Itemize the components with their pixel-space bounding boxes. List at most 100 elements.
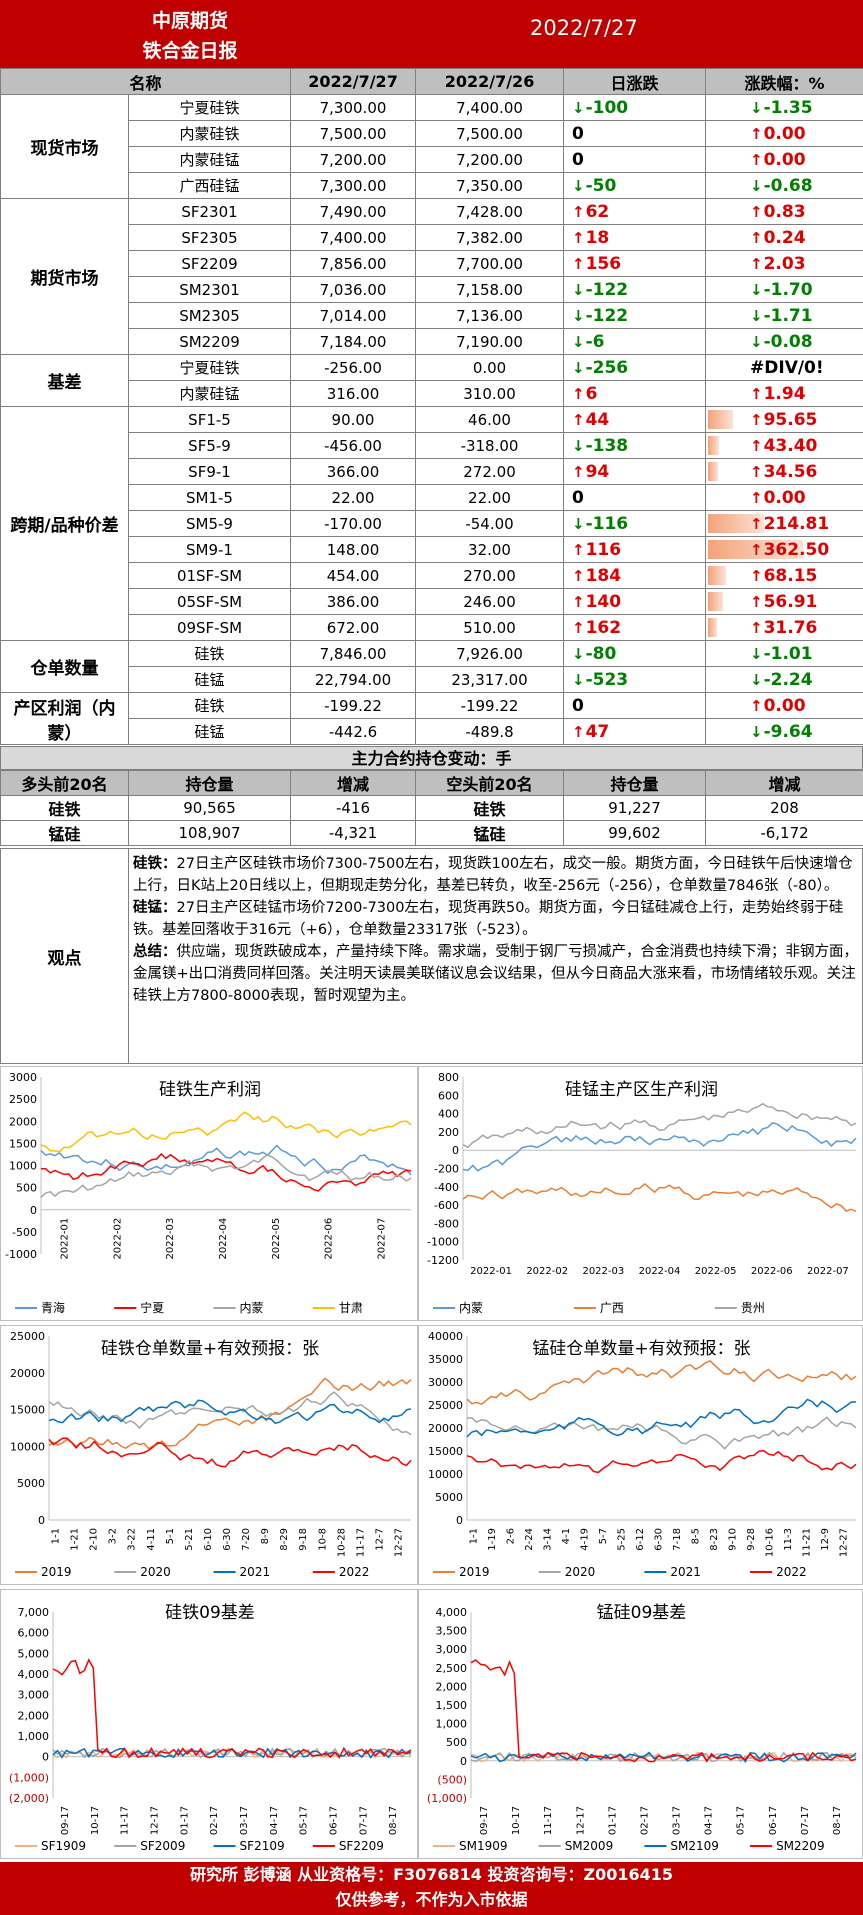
x-tick-label: 05-17 xyxy=(736,1806,747,1835)
arrow-down-icon: ↓ xyxy=(750,332,763,351)
item-name: 内蒙硅锰 xyxy=(127,146,292,173)
current-value: 366.00 xyxy=(290,458,417,485)
data-bar xyxy=(708,540,804,559)
daily-change: ↑62 xyxy=(563,198,707,225)
x-tick-label: 8-29 xyxy=(279,1528,290,1551)
previous-value: -199.22 xyxy=(415,692,565,719)
x-tick-label: 2022-03 xyxy=(582,1266,624,1277)
change-percent: ↑31.76 xyxy=(705,614,863,641)
item-name: 内蒙硅锰 xyxy=(127,380,292,407)
previous-value: 272.00 xyxy=(415,458,565,485)
header-cell: 日涨跌 xyxy=(563,68,707,95)
table-row: SF9-1 366.00 272.00 ↑94 ↑34.56 xyxy=(1,458,863,485)
series-line xyxy=(48,1377,412,1450)
x-tick-label: 02-17 xyxy=(639,1806,650,1835)
y-tick-label: (1,000) xyxy=(427,1792,467,1805)
item-name: 内蒙硅铁 xyxy=(127,120,292,147)
y-tick-label: 6,000 xyxy=(18,1627,50,1640)
previous-value: 32.00 xyxy=(415,536,565,563)
x-tick-label: 06-17 xyxy=(328,1806,339,1835)
current-value: 90.00 xyxy=(290,406,417,433)
change-value: 116 xyxy=(585,539,622,560)
previous-value: 0.00 xyxy=(415,354,565,381)
change-percent: ↓-0.68 xyxy=(705,172,863,199)
series-line xyxy=(41,1152,412,1192)
previous-value: 7,500.00 xyxy=(415,120,565,147)
item-name: 09SF-SM xyxy=(127,614,292,641)
arrow-up-icon: ↑ xyxy=(750,384,763,403)
header-cell: 2022/7/26 xyxy=(415,68,565,95)
position-cell: 锰硅 xyxy=(415,820,564,846)
y-tick-label: 0 xyxy=(38,1514,45,1527)
table-row: 01SF-SM 454.00 270.00 ↑184 ↑68.15 xyxy=(1,562,863,589)
arrow-down-icon: ↓ xyxy=(572,280,585,299)
data-bar xyxy=(708,462,718,481)
daily-change: ↑116 xyxy=(563,536,707,563)
x-tick-label: 12-27 xyxy=(393,1528,404,1557)
current-value: 22.00 xyxy=(290,484,417,511)
y-tick-label: 2,500 xyxy=(436,1662,468,1675)
percent-value: 0.83 xyxy=(763,201,806,222)
x-tick-label: 07-17 xyxy=(800,1806,811,1835)
change-percent: ↓-1.35 xyxy=(705,94,863,121)
header-cell: 2022/7/27 xyxy=(290,68,417,95)
legend-label: 甘肃 xyxy=(339,1301,363,1315)
chart-svg: 40000 35000 30000 25000 20000 15000 10000 5000 0… xyxy=(428,1330,857,1579)
x-tick-label: 5-1 xyxy=(165,1528,176,1544)
y-tick-label: 5,000 xyxy=(18,1647,50,1660)
position-header-cell: 多头前20名 xyxy=(0,770,129,796)
x-tick-label: 2022-03 xyxy=(165,1218,176,1260)
x-tick-label: 7-18 xyxy=(672,1528,683,1551)
x-tick-label: 12-17 xyxy=(575,1806,586,1835)
item-name: SM1-5 xyxy=(127,484,292,511)
previous-value: 23,317.00 xyxy=(415,666,565,693)
legend-label: SM2209 xyxy=(776,1839,825,1853)
report-title: 铁合金日报 xyxy=(142,40,238,62)
y-tick-label: 1500 xyxy=(9,1137,37,1150)
x-tick-label: 2022-04 xyxy=(639,1266,681,1277)
arrow-down-icon: ↓ xyxy=(750,176,763,195)
change-value: 94 xyxy=(585,461,610,482)
percent-value: #DIV/0! xyxy=(750,357,824,378)
y-tick-label: 2,000 xyxy=(18,1709,50,1722)
series-line xyxy=(40,1144,412,1176)
view-lead-sf: 硅铁： xyxy=(133,856,177,872)
x-tick-label: 06-17 xyxy=(768,1806,779,1835)
table-row: SF5-9 -456.00 -318.00 ↓-138 ↑43.40 xyxy=(1,432,863,459)
table-row: SM2209 7,184.00 7,190.00 ↓-6 ↓-0.08 xyxy=(1,328,863,355)
y-tick-label: 0 xyxy=(460,1755,467,1768)
change-value: 6 xyxy=(585,383,598,404)
y-tick-label: (500) xyxy=(437,1773,467,1786)
change-percent: ↑56.91 xyxy=(705,588,863,615)
chart-svg: 4,000 3,500 3,000 2,500 2,000 1,500 1,000 500 0 (… xyxy=(427,1606,857,1853)
position-header-cell: 持仓量 xyxy=(128,770,291,796)
arrow-up-icon: ↑ xyxy=(572,566,585,585)
y-tick-label: 10000 xyxy=(10,1440,45,1453)
percent-value: 0.00 xyxy=(763,149,806,170)
chart-c4: 40000 35000 30000 25000 20000 15000 10000 5000 0… xyxy=(418,1325,863,1585)
x-tick-label: 03-17 xyxy=(239,1806,250,1835)
series-line xyxy=(40,1111,412,1153)
change-percent: ↑68.15 xyxy=(705,562,863,589)
legend-label: 广西 xyxy=(600,1301,624,1315)
change-value: 44 xyxy=(585,409,610,430)
change-percent: ↓-1.70 xyxy=(705,276,863,303)
daily-change: 0 xyxy=(563,484,707,511)
current-value: 7,500.00 xyxy=(290,120,417,147)
x-tick-label: 2022-05 xyxy=(695,1266,737,1277)
arrow-up-icon: ↑ xyxy=(572,228,585,247)
change-percent: ↑2.03 xyxy=(705,250,863,277)
table-row: SM5-9 -170.00 -54.00 ↓-116 ↑214.81 xyxy=(1,510,863,537)
legend-label: SM2009 xyxy=(565,1839,614,1853)
arrow-down-icon: ↓ xyxy=(750,306,763,325)
series-line xyxy=(48,1399,412,1425)
percent-value: -1.71 xyxy=(763,305,813,326)
arrow-down-icon: ↓ xyxy=(572,306,585,325)
x-tick-label: 5-7 xyxy=(598,1528,609,1544)
x-tick-label: 3-22 xyxy=(127,1528,138,1551)
change-percent: ↑0.00 xyxy=(705,146,863,173)
item-name: 广西硅锰 xyxy=(127,172,292,199)
x-tick-label: 11-17 xyxy=(543,1806,554,1835)
arrow-up-icon: ↑ xyxy=(572,202,585,221)
x-tick-label: 02-17 xyxy=(209,1806,220,1835)
